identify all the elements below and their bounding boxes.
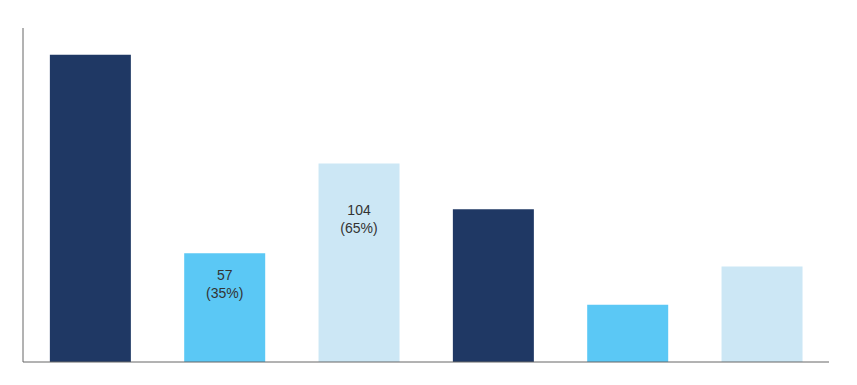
svg-text:104(65%): 104(65%) [340,202,377,236]
svg-text:57(35%): 57(35%) [206,267,243,301]
